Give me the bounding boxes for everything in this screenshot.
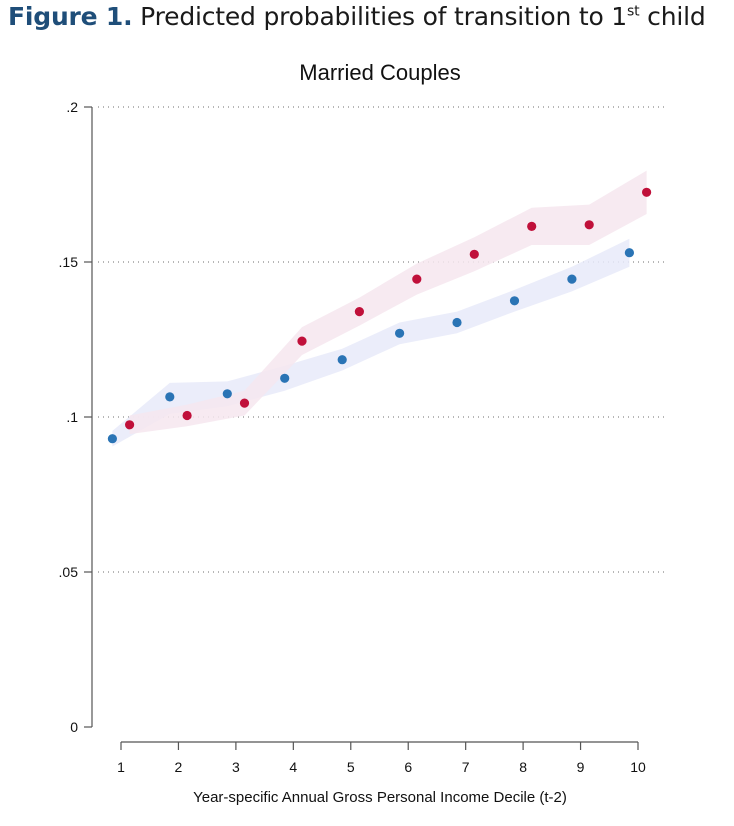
axes: 0 .05 .1 .15 .2 1 2 3 4 5 6 7 8 9 10 <box>59 99 646 775</box>
data-point-s1-6 <box>469 249 479 259</box>
data-point-s1-0 <box>125 420 135 430</box>
y-tick-label-4: .2 <box>66 99 78 115</box>
figure-caption-superscript: st <box>627 3 640 20</box>
data-point-s0-3 <box>280 373 290 383</box>
data-point-s0-8 <box>567 274 577 284</box>
data-point-s1-4 <box>354 307 364 317</box>
y-tick-label-2: .1 <box>66 409 78 425</box>
data-point-s0-4 <box>337 355 347 365</box>
figure-caption-text: Predicted probabilities of transition to… <box>140 2 628 31</box>
data-point-s1-3 <box>297 336 307 346</box>
figure-caption-end: child <box>647 2 706 31</box>
x-axis-title: Year-specific Annual Gross Personal Inco… <box>193 789 567 806</box>
x-tick-label-0: 1 <box>117 759 125 775</box>
x-tick-label-6: 7 <box>462 759 470 775</box>
data-point-s1-7 <box>527 221 537 231</box>
data-point-s0-7 <box>509 296 520 306</box>
data-points <box>107 187 652 444</box>
data-point-s0-2 <box>222 389 232 399</box>
data-point-s0-0 <box>107 434 117 444</box>
y-tick-label-1: .05 <box>59 564 79 580</box>
y-tick-label-0: 0 <box>70 719 78 735</box>
x-tick-label-5: 6 <box>404 759 412 775</box>
confidence-band-1 <box>129 170 647 435</box>
data-point-s0-5 <box>395 328 405 338</box>
y-tick-label-3: .15 <box>59 254 79 270</box>
data-point-s0-9 <box>624 248 635 258</box>
data-point-s0-6 <box>452 317 462 328</box>
x-tick-label-1: 2 <box>175 759 183 775</box>
x-tick-label-7: 8 <box>519 759 527 775</box>
x-tick-label-4: 5 <box>347 759 355 775</box>
x-tick-label-2: 3 <box>232 759 240 775</box>
data-point-s1-2 <box>239 398 250 408</box>
data-point-s1-5 <box>412 274 422 284</box>
figure-label: Figure 1. <box>8 2 133 31</box>
data-point-s1-9 <box>642 187 652 197</box>
x-tick-label-3: 4 <box>289 759 297 775</box>
confidence-bands <box>112 170 647 447</box>
data-point-s1-8 <box>584 220 594 230</box>
data-point-s0-1 <box>165 392 175 402</box>
chart-title: Married Couples <box>299 60 460 85</box>
figure-caption: Figure 1. Predicted probabilities of tra… <box>8 2 706 31</box>
x-tick-label-8: 9 <box>577 759 585 775</box>
x-tick-label-9: 10 <box>630 759 646 775</box>
data-point-s1-1 <box>182 410 192 421</box>
